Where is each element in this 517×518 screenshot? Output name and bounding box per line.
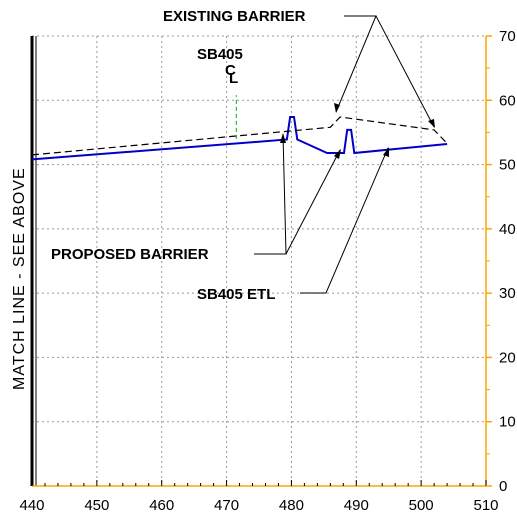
centerline-c-label: C <box>225 62 236 79</box>
match-line-label: MATCH LINE - SEE ABOVE <box>11 167 28 390</box>
profile-series <box>31 95 448 161</box>
proposed-line <box>31 116 448 161</box>
etl-leader <box>300 147 389 294</box>
arrow-heads <box>280 103 435 159</box>
arrow-proposed-left <box>280 133 286 143</box>
existing-line <box>31 116 448 156</box>
x-tick-label-500: 500 <box>409 497 434 514</box>
y-tick-label-10: 10 <box>499 414 516 431</box>
etl-label: SB405 ETL <box>197 286 275 303</box>
x-tick-label-460: 460 <box>149 497 174 514</box>
x-tick-label-490: 490 <box>344 497 369 514</box>
x-tick-label-480: 480 <box>279 497 304 514</box>
centerline-l-label: L <box>229 70 238 87</box>
y-tick-label-30: 30 <box>499 285 516 302</box>
centerline-name-label: SB405 <box>197 46 243 63</box>
y-tick-label-50: 50 <box>499 157 516 174</box>
x-tick-label-440: 440 <box>19 497 44 514</box>
arrow-existing-left <box>334 103 340 113</box>
arrow-proposed-right <box>334 149 341 159</box>
existing-leader-2 <box>375 15 435 128</box>
y-tick-label-20: 20 <box>499 349 516 366</box>
x-tick-label-450: 450 <box>84 497 109 514</box>
proposed-barrier-label: PROPOSED BARRIER <box>51 246 209 263</box>
proposed-leader <box>254 133 287 255</box>
y-tick-label-40: 40 <box>499 221 516 238</box>
x-tick-label-510: 510 <box>473 497 498 514</box>
x-tick-labels: 440 450 460 470 480 490 500 510 <box>19 480 499 514</box>
y-tick-label-60: 60 <box>499 92 516 109</box>
existing-barrier-label: EXISTING BARRIER <box>163 8 306 25</box>
arrow-etl <box>383 147 389 157</box>
y-tick-label-0: 0 <box>499 478 507 495</box>
x-tick-label-470: 470 <box>214 497 239 514</box>
arrow-existing-right <box>428 119 435 128</box>
grid-lines <box>32 35 486 486</box>
leader-lines <box>254 15 435 294</box>
proposed-leader-2 <box>285 149 341 255</box>
y-tick-labels: 0 10 20 30 40 50 60 70 <box>486 28 516 495</box>
y-tick-label-70: 70 <box>499 28 516 45</box>
